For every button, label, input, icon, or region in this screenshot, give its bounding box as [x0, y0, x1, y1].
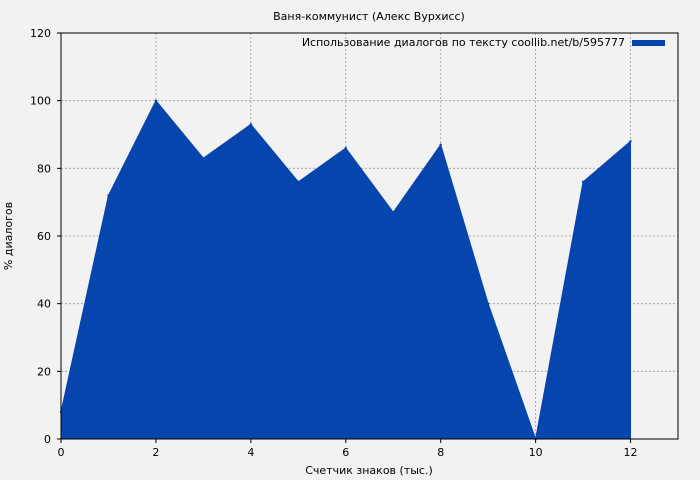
data-point: [439, 143, 442, 146]
data-point: [249, 123, 253, 126]
y-tick-label: 20: [37, 365, 51, 378]
y-tick-label: 120: [30, 27, 51, 40]
x-tick-label: 4: [247, 446, 254, 459]
x-tick-label: 6: [342, 446, 349, 459]
x-axis-label: Счетчик знаков (тыс.): [305, 464, 433, 477]
legend-swatch: [632, 40, 665, 46]
data-point: [392, 211, 395, 214]
data-point: [107, 194, 110, 197]
data-point: [629, 140, 632, 143]
y-tick-label: 40: [37, 298, 51, 311]
legend-label: Использование диалогов по тексту coollib…: [302, 36, 625, 49]
legend: Использование диалогов по тексту coollib…: [302, 36, 665, 49]
x-tick-label: 10: [529, 446, 543, 459]
x-tick-label: 12: [624, 446, 638, 459]
data-point: [581, 180, 585, 184]
chart-title: Ваня-коммунист (Алекс Вурхисс): [273, 10, 465, 23]
y-tick-label: 60: [37, 230, 51, 243]
y-tick-label: 0: [44, 433, 51, 446]
x-tick-label: 0: [58, 446, 65, 459]
y-axis-label: % диалогов: [2, 202, 15, 270]
data-point: [486, 302, 490, 305]
data-point: [344, 146, 347, 150]
data-point: [297, 180, 300, 184]
x-tick-label: 8: [437, 446, 444, 459]
series-layer: [59, 99, 632, 441]
y-tick-label: 80: [37, 162, 51, 175]
y-tick-label: 100: [30, 95, 51, 108]
data-point: [202, 156, 205, 160]
data-point: [154, 99, 158, 102]
series-area: [60, 99, 632, 441]
x-tick-label: 2: [152, 446, 159, 459]
